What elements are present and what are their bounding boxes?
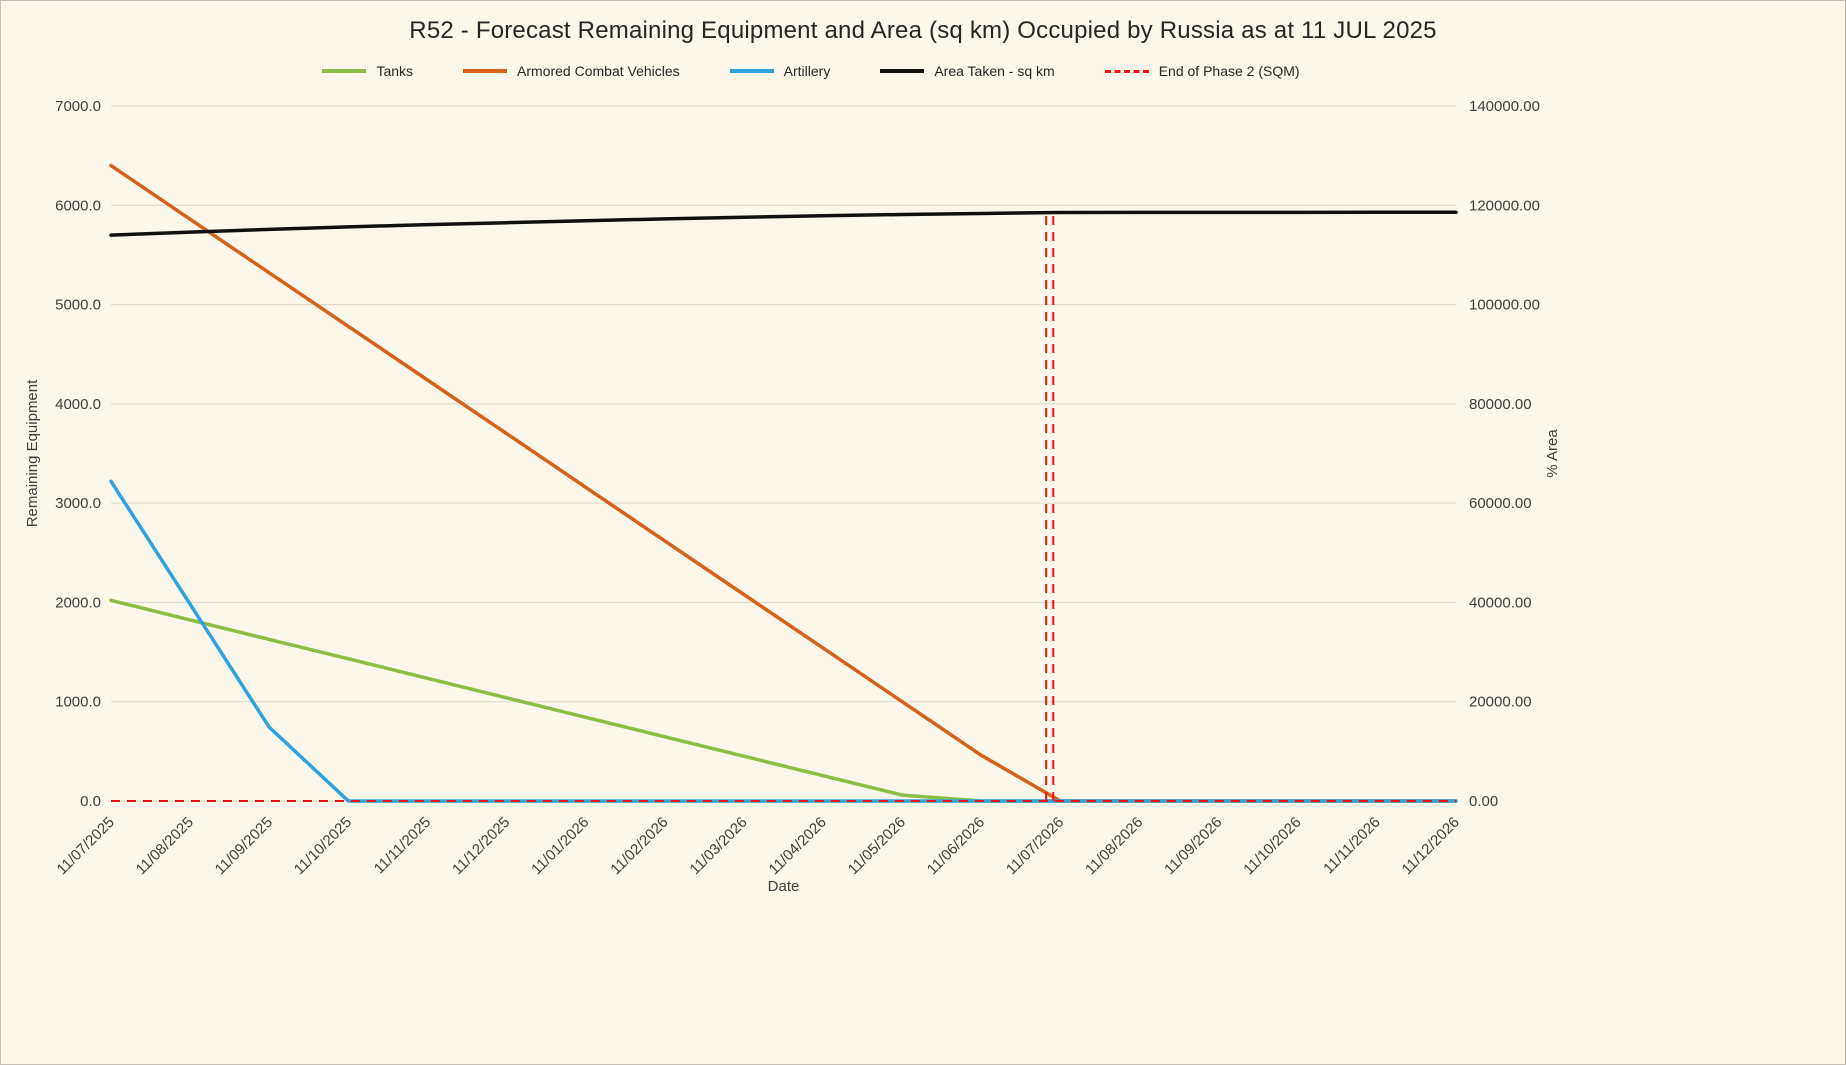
series-line-area-taken-sq-km xyxy=(109,210,1458,237)
right-axis-title: % Area xyxy=(1544,429,1561,478)
series-line-armored-combat-vehicles xyxy=(109,163,1458,803)
right-axis-tick-label: 40000.00 xyxy=(1469,594,1532,611)
left-axis-title: Remaining Equipment xyxy=(24,379,41,527)
legend-item-artillery: Artillery xyxy=(729,63,831,79)
legend-swatch-armored-combat-vehicles xyxy=(463,69,508,73)
chart-legend: Tanks Armored Combat Vehicles Artillery Are… xyxy=(1,63,1621,79)
right-axis-tick-label: 20000.00 xyxy=(1469,694,1532,711)
legend-label: End of Phase 2 (SQM) xyxy=(1158,63,1300,79)
series-line-artillery xyxy=(109,479,1458,803)
x-axis-tick-label: 11/08/2026 xyxy=(1082,814,1146,878)
x-axis-tick-label: 11/12/2025 xyxy=(449,814,513,878)
left-axis-tick-label: 1000.0 xyxy=(55,694,101,711)
right-axis-tick-label: 120000.00 xyxy=(1469,197,1540,214)
chart-title: R52 - Forecast Remaining Equipment and A… xyxy=(409,17,1437,44)
x-axis-tick-label: 11/11/2026 xyxy=(1320,814,1384,878)
legend-item-armored-combat-vehicles: Armored Combat Vehicles xyxy=(463,63,680,79)
legend-item-area-taken-sq-km: Area Taken - sq km xyxy=(880,63,1055,79)
right-axis-tick-label: 100000.00 xyxy=(1469,297,1540,314)
legend-swatch-tanks xyxy=(322,69,367,73)
right-axis-tick-label: 80000.00 xyxy=(1469,396,1532,413)
x-axis-tick-label: 11/09/2026 xyxy=(1161,814,1225,878)
left-axis-tick-label: 0.0 xyxy=(80,793,101,810)
x-axis-tick-label: 11/07/2025 xyxy=(54,814,118,878)
x-axis-tick-label: 11/09/2025 xyxy=(212,814,276,878)
legend-swatch-end-of-phase-2-sqm xyxy=(1104,69,1149,73)
series-line-tanks xyxy=(109,598,1458,803)
x-axis-tick-label: 11/06/2026 xyxy=(924,814,988,878)
left-axis-tick-label: 7000.0 xyxy=(55,98,101,115)
right-axis-tick-label: 0.00 xyxy=(1469,793,1498,810)
x-axis-title: Date xyxy=(768,878,800,895)
x-axis-tick-label: 11/05/2026 xyxy=(845,814,909,878)
legend-label: Area Taken - sq km xyxy=(934,63,1055,79)
legend-label: Armored Combat Vehicles xyxy=(517,63,680,79)
right-axis-tick-label: 140000.00 xyxy=(1469,98,1540,115)
x-axis-tick-label: 11/02/2026 xyxy=(607,814,671,878)
x-axis-tick-label: 11/01/2026 xyxy=(528,814,592,878)
left-axis-tick-label: 4000.0 xyxy=(55,396,101,413)
legend-label: Tanks xyxy=(376,63,414,79)
legend-swatch-area-taken-sq-km xyxy=(880,69,925,73)
legend-item-end-of-phase-2-sqm: End of Phase 2 (SQM) xyxy=(1104,63,1300,79)
left-axis-tick-label: 3000.0 xyxy=(55,495,101,512)
left-axis-tick-label: 2000.0 xyxy=(55,594,101,611)
x-axis-tick-label: 11/04/2026 xyxy=(766,814,830,878)
x-axis-tick-label: 11/12/2026 xyxy=(1399,814,1463,878)
left-axis-tick-label: 6000.0 xyxy=(55,197,101,214)
x-axis-tick-label: 11/08/2025 xyxy=(133,814,197,878)
legend-swatch-artillery xyxy=(729,69,774,73)
left-axis-tick-label: 5000.0 xyxy=(55,297,101,314)
x-axis-tick-label: 11/10/2025 xyxy=(291,814,355,878)
legend-label: Artillery xyxy=(783,63,831,79)
x-axis-tick-label: 11/11/2025 xyxy=(371,814,435,878)
x-axis-tick-label: 11/10/2026 xyxy=(1240,814,1304,878)
x-axis-tick-label: 11/03/2026 xyxy=(686,814,750,878)
x-axis-tick-label: 11/07/2026 xyxy=(1003,814,1067,878)
right-axis-tick-label: 60000.00 xyxy=(1469,495,1532,512)
legend-item-tanks: Tanks xyxy=(322,63,413,79)
